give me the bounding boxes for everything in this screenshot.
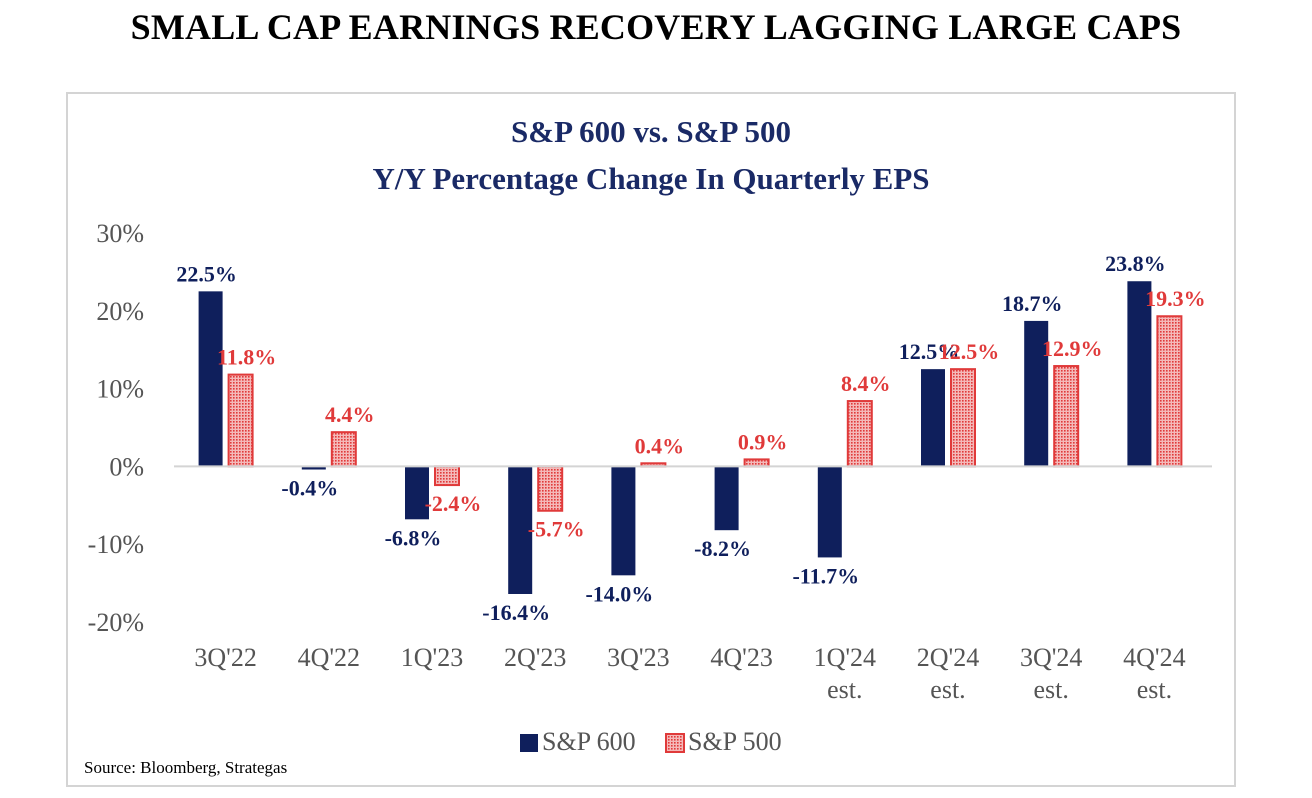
sp500-data-label: 11.8%: [217, 345, 276, 370]
sp500-data-label: -5.7%: [528, 517, 585, 542]
x-tick-label: est.: [930, 675, 965, 704]
x-tick-label: 4Q'24: [1123, 643, 1185, 672]
chart-frame: S&P 600 vs. S&P 500 Y/Y Percentage Chang…: [66, 92, 1236, 787]
sp600-bar: [817, 466, 842, 558]
sp600-data-label: -16.4%: [482, 600, 550, 625]
sp500-bar: [434, 465, 460, 487]
y-tick-label: 10%: [96, 375, 144, 404]
sp600-bar: [301, 466, 326, 470]
sp600-data-label: 22.5%: [176, 261, 237, 286]
x-tick-label: est.: [1137, 675, 1172, 704]
x-tick-label: 3Q'23: [607, 643, 669, 672]
sp600-bar: [508, 466, 533, 594]
x-tick-label: est.: [1034, 675, 1069, 704]
sp600-data-label: -0.4%: [281, 476, 338, 501]
y-tick-label: -10%: [88, 530, 144, 559]
bars: [198, 281, 1183, 594]
sp600-bar: [921, 369, 945, 467]
sp600-bar: [405, 466, 429, 520]
legend-label-sp500: S&P 500: [688, 727, 782, 756]
chart-title: S&P 600 vs. S&P 500: [511, 114, 791, 149]
sp500-bar: [743, 458, 770, 468]
sp600-data-label: -6.8%: [385, 525, 442, 550]
legend: S&P 600 S&P 500: [520, 727, 782, 756]
legend-swatch-sp600: [520, 734, 538, 752]
sp600-bar: [1024, 320, 1049, 467]
y-tick-label: 20%: [96, 297, 144, 326]
headline: SMALL CAP EARNINGS RECOVERY LAGGING LARG…: [130, 7, 1182, 47]
sp500-data-label: 0.9%: [738, 429, 788, 454]
sp500-bar: [1053, 365, 1080, 468]
sp500-data-label: 4.4%: [325, 402, 375, 427]
data-labels: 22.5% -0.4% -6.8% -16.4% -14.0% -8.2% -11.7% 12…: [176, 251, 1205, 625]
sp600-bar: [611, 466, 636, 576]
sp500-bar: [1156, 315, 1183, 468]
sp500-bar: [537, 465, 564, 512]
sp600-bar: [198, 291, 223, 467]
legend-label-sp600: S&P 600: [542, 727, 636, 756]
x-tick-label: 3Q'24: [1020, 643, 1082, 672]
chart-subtitle: Y/Y Percentage Change In Quarterly EPS: [372, 161, 929, 196]
x-tick-label: 4Q'23: [710, 643, 772, 672]
y-tick-label: 30%: [96, 219, 144, 248]
sp500-data-label: -2.4%: [425, 491, 482, 516]
sp500-bar: [846, 400, 873, 468]
x-axis: 3Q'22 4Q'22 1Q'23 2Q'23 3Q'23 4Q'23 1Q'24 est. 2…: [194, 643, 1185, 704]
sp600-data-label: -8.2%: [694, 536, 751, 561]
y-axis: 30% 20% 10% 0% -10% -20%: [88, 219, 144, 637]
sp500-bar: [330, 431, 357, 468]
sp600-data-label: 12.5%: [899, 339, 960, 364]
sp500-data-label: 12.5%: [939, 339, 1000, 364]
x-tick-label: 1Q'24: [814, 643, 876, 672]
x-tick-label: est.: [827, 675, 862, 704]
sp600-bar: [714, 466, 739, 531]
sp500-data-label: 0.4%: [635, 433, 685, 458]
x-tick-label: 3Q'22: [194, 643, 256, 672]
sp500-data-label: 19.3%: [1145, 286, 1206, 311]
sp600-data-label: -11.7%: [792, 563, 859, 588]
x-tick-label: 2Q'24: [917, 643, 979, 672]
sp500-bar: [227, 373, 254, 468]
sp500-data-label: 8.4%: [841, 371, 891, 396]
x-tick-label: 1Q'23: [401, 643, 463, 672]
source-note: Source: Bloomberg, Strategas: [84, 758, 287, 777]
x-tick-label: 4Q'22: [298, 643, 360, 672]
sp600-data-label: 23.8%: [1105, 251, 1166, 276]
chart: S&P 600 vs. S&P 500 Y/Y Percentage Chang…: [84, 114, 1212, 777]
sp600-data-label: 18.7%: [1002, 291, 1063, 316]
y-tick-label: -20%: [88, 608, 144, 637]
sp600-data-label: -14.0%: [585, 581, 653, 606]
legend-swatch-sp500: [665, 733, 685, 753]
y-tick-label: 0%: [109, 452, 144, 481]
sp500-data-label: 12.9%: [1042, 336, 1103, 361]
sp600-bar: [1127, 281, 1152, 467]
sp500-bar: [950, 368, 976, 468]
x-tick-label: 2Q'23: [504, 643, 566, 672]
